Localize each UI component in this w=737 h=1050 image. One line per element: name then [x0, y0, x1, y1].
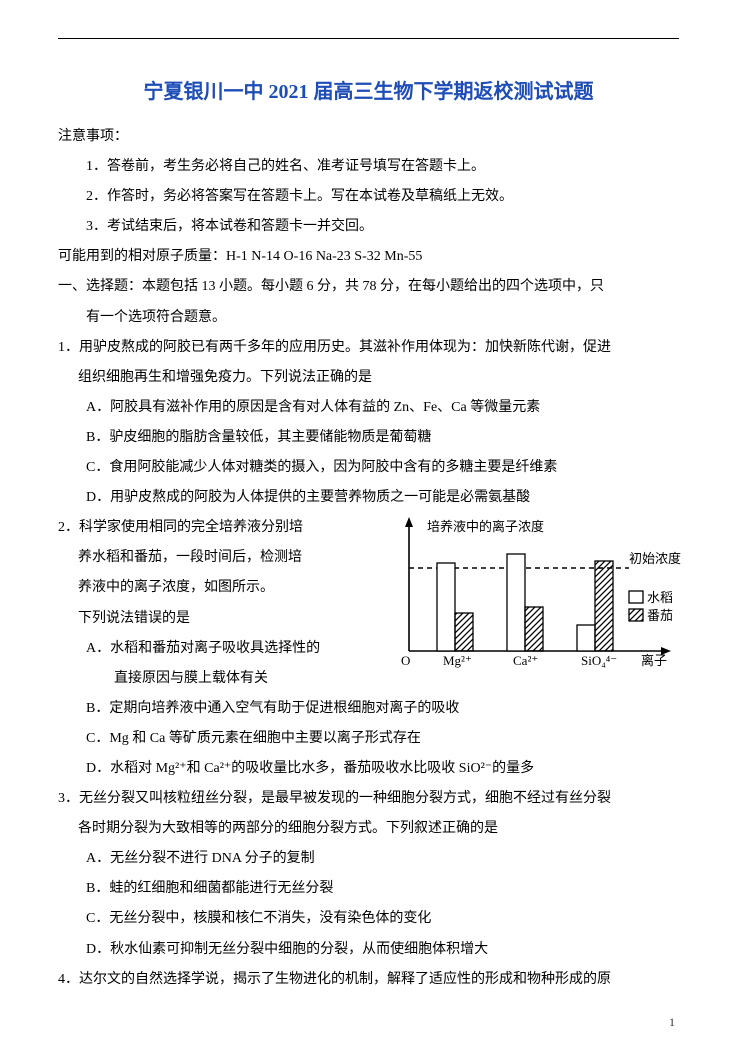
exam-title: 宁夏银川一中 2021 届高三生物下学期返校测试试题	[58, 75, 679, 104]
q2-d: D．水稻对 Mg²⁺和 Ca²⁺的吸收量比水多，番茄吸收水比吸收 SiO²⁻的量…	[58, 754, 679, 784]
bar-rice-2	[507, 554, 525, 651]
bar-tomato-2	[525, 607, 543, 651]
chart-init-label: 初始浓度	[629, 551, 681, 566]
q3-line1: 3．无丝分裂又叫核粒纽丝分裂，是最早被发现的一种细胞分裂方式，细胞不经过有丝分裂	[58, 784, 679, 814]
atomic-mass: 可能用到的相对原子质量：H-1 N-14 O-16 Na-23 S-32 Mn-…	[58, 242, 679, 272]
q2-line1: 2．科学家使用相同的完全培养液分别培	[58, 513, 358, 543]
section-1-line1: 一、选择题：本题包括 13 小题。每小题 6 分，共 78 分，在每小题给出的四…	[58, 272, 679, 302]
xlabel-2: Ca²⁺	[513, 653, 538, 668]
q3-line2: 各时期分裂为大致相等的两部分的细胞分裂方式。下列叙述正确的是	[58, 814, 679, 844]
q1-line1: 1．用驴皮熬成的阿胶已有两千多年的应用历史。其滋补作用体现为：加快新陈代谢，促进	[58, 333, 679, 363]
bar-tomato-3	[595, 561, 613, 651]
q3-a: A．无丝分裂不进行 DNA 分子的复制	[58, 844, 679, 874]
notes-heading: 注意事项：	[58, 122, 679, 152]
xlabel-0: O	[401, 653, 410, 668]
xlabel-3: SiO₄⁴⁻	[581, 653, 617, 668]
q3-c: C．无丝分裂中，核膜和核仁不消失，没有染色体的变化	[58, 904, 679, 934]
q2-line4: 下列说法错误的是	[58, 604, 358, 634]
q4-line1: 4．达尔文的自然选择学说，揭示了生物进化的机制，解释了适应性的形成和物种形成的原	[58, 965, 679, 995]
q2-line2: 养水稻和番茄，一段时间后，检测培	[58, 543, 358, 573]
q3-b: B．蛙的红细胞和细菌都能进行无丝分裂	[58, 874, 679, 904]
section-1-line2: 有一个选项符合题意。	[58, 303, 679, 333]
note-3: 3．考试结束后，将本试卷和答题卡一并交回。	[58, 212, 679, 242]
bar-rice-3	[577, 625, 595, 651]
xlabel-1: Mg²⁺	[443, 653, 472, 668]
q3-d: D．秋水仙素可抑制无丝分裂中细胞的分裂，从而使细胞体积增大	[58, 935, 679, 965]
q2-a-line2: 直接原因与膜上载体有关	[58, 664, 358, 694]
q1-d: D．用驴皮熬成的阿胶为人体提供的主要营养物质之一可能是必需氨基酸	[58, 483, 679, 513]
page-number: 1	[58, 1015, 679, 1030]
q2-line3: 养液中的离子浓度，如图所示。	[58, 573, 358, 603]
note-2: 2．作答时，务必将答案写在答题卡上。写在本试卷及草稿纸上无效。	[58, 182, 679, 212]
q1-b: B．驴皮细胞的脂肪含量较低，其主要储能物质是葡萄糖	[58, 423, 679, 453]
chart-y-title: 培养液中的离子浓度	[427, 519, 544, 534]
q1-line2: 组织细胞再生和增强免疫力。下列说法正确的是	[58, 363, 679, 393]
q2-a-line1: A．水稻和番茄对离子吸收具选择性的	[58, 634, 358, 664]
q1-a: A．阿胶具有滋补作用的原因是含有对人体有益的 Zn、Fe、Ca 等微量元素	[58, 393, 679, 423]
top-rule	[58, 38, 679, 39]
q1-c: C．食用阿胶能减少人体对糖类的摄入，因为阿胶中含有的多糖主要是纤维素	[58, 453, 679, 483]
q2-b: B．定期向培养液中通入空气有助于促进根细胞对离子的吸收	[58, 694, 679, 724]
legend-rice: 水稻	[647, 590, 673, 605]
ion-concentration-chart: 培养液中的离子浓度 初始浓度 水稻 番茄 O Mg²⁺ Ca²⁺ SiO₄⁴⁻ …	[377, 513, 687, 673]
q2-c: C．Mg 和 Ca 等矿质元素在细胞中主要以离子形式存在	[58, 724, 679, 754]
legend-tomato: 番茄	[647, 608, 673, 623]
bar-tomato-1	[455, 613, 473, 651]
bar-rice-1	[437, 563, 455, 651]
note-1: 1．答卷前，考生务必将自己的姓名、准考证号填写在答题卡上。	[58, 152, 679, 182]
xlabel-4: 离子	[641, 653, 667, 668]
